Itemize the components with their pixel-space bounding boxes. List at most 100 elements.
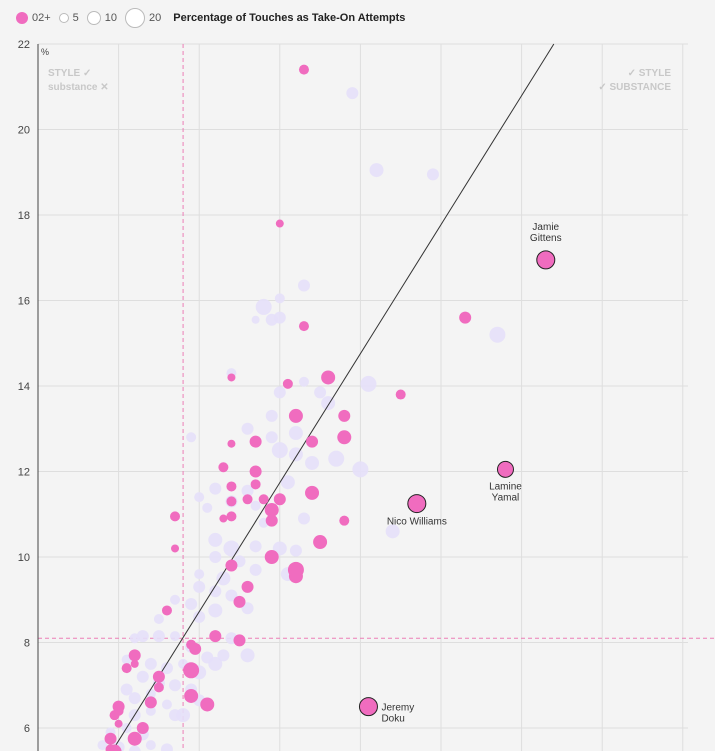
highlighted-point[interactable] xyxy=(298,321,309,332)
background-point[interactable] xyxy=(185,598,198,611)
background-point[interactable] xyxy=(314,386,327,399)
background-point[interactable] xyxy=(186,432,197,443)
background-point[interactable] xyxy=(328,450,345,467)
highlighted-point[interactable] xyxy=(127,731,142,746)
background-point[interactable] xyxy=(280,475,295,490)
highlighted-point[interactable] xyxy=(161,605,172,616)
highlighted-point[interactable] xyxy=(184,688,199,703)
background-point[interactable] xyxy=(209,482,222,495)
background-point[interactable] xyxy=(255,298,272,315)
highlighted-point[interactable] xyxy=(105,744,116,751)
highlighted-point[interactable] xyxy=(171,544,180,553)
highlighted-point[interactable] xyxy=(226,481,237,492)
labeled-point[interactable] xyxy=(536,250,556,270)
background-point[interactable] xyxy=(265,313,278,326)
background-point[interactable] xyxy=(208,656,223,671)
highlighted-point[interactable] xyxy=(227,373,236,382)
highlighted-point[interactable] xyxy=(258,494,269,505)
background-point[interactable] xyxy=(297,512,310,525)
background-point[interactable] xyxy=(193,610,206,623)
highlighted-point[interactable] xyxy=(242,494,253,505)
background-point[interactable] xyxy=(144,657,157,670)
highlighted-point[interactable] xyxy=(219,514,228,523)
highlighted-point[interactable] xyxy=(321,370,336,385)
background-point[interactable] xyxy=(128,692,141,705)
highlighted-point[interactable] xyxy=(298,64,309,75)
background-point[interactable] xyxy=(249,563,262,576)
highlighted-point[interactable] xyxy=(339,515,350,526)
highlighted-point[interactable] xyxy=(249,435,262,448)
background-point[interactable] xyxy=(145,688,156,699)
background-point[interactable] xyxy=(251,315,260,324)
highlighted-point[interactable] xyxy=(113,705,124,716)
highlighted-point[interactable] xyxy=(395,389,406,400)
highlighted-point[interactable] xyxy=(226,496,237,507)
background-point[interactable] xyxy=(225,589,238,602)
background-point[interactable] xyxy=(241,422,254,435)
background-point[interactable] xyxy=(265,431,278,444)
highlighted-point[interactable] xyxy=(338,409,351,422)
highlighted-point[interactable] xyxy=(306,435,319,448)
background-point[interactable] xyxy=(250,500,261,511)
highlighted-point[interactable] xyxy=(183,662,200,679)
highlighted-point[interactable] xyxy=(249,465,262,478)
highlighted-point[interactable] xyxy=(227,439,236,448)
background-point[interactable] xyxy=(169,709,182,722)
background-point[interactable] xyxy=(153,613,164,624)
background-point[interactable] xyxy=(136,630,149,643)
background-point[interactable] xyxy=(145,705,156,716)
background-point[interactable] xyxy=(240,648,255,663)
background-point[interactable] xyxy=(160,743,173,751)
background-point[interactable] xyxy=(385,524,400,539)
background-point[interactable] xyxy=(217,649,230,662)
legend-cohort[interactable]: 02+ xyxy=(16,12,51,24)
highlighted-point[interactable] xyxy=(265,514,278,527)
labeled-point[interactable] xyxy=(358,697,378,717)
highlighted-point[interactable] xyxy=(288,569,303,584)
background-point[interactable] xyxy=(209,585,222,598)
background-point[interactable] xyxy=(289,544,302,557)
highlighted-point[interactable] xyxy=(200,697,215,712)
background-point[interactable] xyxy=(120,683,133,696)
background-point[interactable] xyxy=(274,293,285,304)
background-point[interactable] xyxy=(241,484,254,497)
background-point[interactable] xyxy=(194,569,205,580)
background-point[interactable] xyxy=(208,532,223,547)
highlighted-point[interactable] xyxy=(189,642,202,655)
labeled-point[interactable] xyxy=(496,460,514,478)
background-point[interactable] xyxy=(216,571,231,586)
highlighted-point[interactable] xyxy=(104,732,117,745)
background-point[interactable] xyxy=(305,455,320,470)
highlighted-point[interactable] xyxy=(152,670,165,683)
highlighted-point[interactable] xyxy=(282,378,293,389)
background-point[interactable] xyxy=(202,502,213,513)
highlighted-point[interactable] xyxy=(313,535,328,550)
highlighted-point[interactable] xyxy=(144,696,157,709)
background-point[interactable] xyxy=(273,386,286,399)
background-point[interactable] xyxy=(170,594,181,605)
background-point[interactable] xyxy=(209,551,222,563)
background-point[interactable] xyxy=(145,740,156,751)
background-point[interactable] xyxy=(152,630,165,643)
highlighted-point[interactable] xyxy=(114,719,123,728)
background-point[interactable] xyxy=(170,631,181,642)
background-point[interactable] xyxy=(360,375,377,392)
highlighted-point[interactable] xyxy=(153,682,164,693)
highlighted-point[interactable] xyxy=(250,479,261,490)
background-point[interactable] xyxy=(208,603,223,618)
background-point[interactable] xyxy=(426,168,439,181)
background-point[interactable] xyxy=(271,442,288,459)
highlighted-point[interactable] xyxy=(288,408,303,423)
background-point[interactable] xyxy=(352,461,369,478)
background-point[interactable] xyxy=(288,426,303,441)
background-point[interactable] xyxy=(241,602,254,615)
highlighted-point[interactable] xyxy=(305,485,320,500)
background-point[interactable] xyxy=(346,87,359,100)
highlighted-point[interactable] xyxy=(459,311,472,324)
background-point[interactable] xyxy=(249,540,262,553)
highlighted-point[interactable] xyxy=(130,659,139,668)
background-point[interactable] xyxy=(97,740,108,751)
background-point[interactable] xyxy=(136,670,149,683)
background-point[interactable] xyxy=(193,580,206,593)
highlighted-point[interactable] xyxy=(241,580,254,593)
